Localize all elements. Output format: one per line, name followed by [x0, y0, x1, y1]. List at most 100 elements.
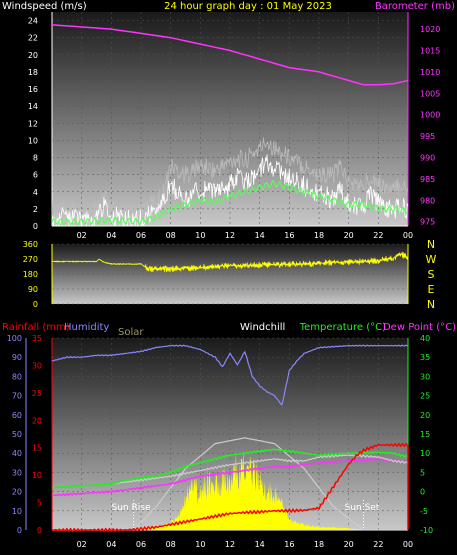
- windspeed-tick: 8: [33, 154, 38, 163]
- windspeed-tick: 10: [28, 136, 38, 145]
- wind-direction-line: [51, 251, 409, 273]
- temperature-tick: 10: [420, 449, 430, 458]
- barometer-tick: 990: [420, 154, 435, 163]
- barometer-tick: 980: [420, 196, 435, 205]
- rainfall-tick: 5: [37, 499, 42, 508]
- x-tick-bottom: 20: [344, 540, 354, 549]
- barometer-tick: 1020: [420, 25, 440, 34]
- x-tick-bottom: 10: [195, 540, 205, 549]
- x-tick-top: 10: [195, 231, 205, 240]
- humidity-tick: 100: [7, 334, 22, 343]
- x-tick-top: 14: [255, 231, 265, 240]
- temperature-tick: 15: [420, 430, 430, 439]
- rainfall-mm-line: [51, 442, 409, 533]
- windspeed-tick: 14: [28, 102, 38, 111]
- humidity-tick: 30: [12, 468, 22, 477]
- x-tick-top: 02: [77, 231, 87, 240]
- compass-label: S: [428, 268, 435, 281]
- humidity-tick: 50: [12, 430, 22, 439]
- x-tick-bottom: 12: [225, 540, 235, 549]
- legend-solar: Solar: [118, 327, 144, 338]
- barometer-tick: 975: [420, 218, 435, 227]
- sun-set-label: Sun Set: [345, 503, 380, 513]
- windspeed-tick: 18: [28, 68, 38, 77]
- rainfall-tick: 20: [32, 416, 42, 425]
- barometer-tick: 1015: [420, 47, 440, 56]
- barometer-tick: 1010: [420, 68, 440, 77]
- compass-label: W: [426, 253, 437, 266]
- x-tick-top: 04: [106, 231, 116, 240]
- dew-point-c-line: [51, 457, 409, 497]
- x-tick-top: 00: [403, 231, 413, 240]
- compass-label: N: [427, 298, 435, 311]
- legend-dewpoint: Dew Point (°C): [383, 322, 456, 333]
- solar-area: [52, 450, 408, 530]
- windspeed-tick: 0: [33, 222, 38, 231]
- x-tick-top: 12: [225, 231, 235, 240]
- x-tick-top: 22: [373, 231, 383, 240]
- x-tick-bottom: 18: [314, 540, 324, 549]
- temperature-tick: 30: [420, 372, 430, 381]
- windspeed-tick: 2: [33, 205, 38, 214]
- x-tick-top: 08: [166, 231, 176, 240]
- chart-title: 24 hour graph day : 01 May 2023: [164, 1, 332, 12]
- sun-rise-label: Sun Rise: [112, 503, 151, 513]
- barometer-tick: 985: [420, 175, 435, 184]
- direction-panel: [52, 244, 408, 304]
- legend-rainfall: Rainfall (mm): [2, 322, 70, 333]
- rainfall-tick: 0: [37, 526, 42, 535]
- windspeed-line: [51, 154, 409, 227]
- windspeed-tick: 16: [28, 85, 38, 94]
- humidity-tick: 70: [12, 392, 22, 401]
- x-tick-top: 18: [314, 231, 324, 240]
- humidity-tick: 20: [12, 488, 22, 497]
- x-tick-bottom: 08: [166, 540, 176, 549]
- temperature-tick: -10: [420, 526, 433, 535]
- direction-tick: 180: [23, 270, 38, 279]
- x-tick-bottom: 04: [106, 540, 116, 549]
- humidity-tick: 80: [12, 372, 22, 381]
- windspeed-tick: 4: [33, 188, 38, 197]
- temperature-c-line: [52, 448, 409, 489]
- humidity-tick: 60: [12, 411, 22, 420]
- rainfall-tick: 10: [32, 471, 42, 480]
- temperature-tick: 40: [420, 334, 430, 343]
- windspeed-tick: 12: [28, 119, 38, 128]
- windspeed-axis-title: Windspeed (m/s): [2, 1, 87, 12]
- barometer-axis-title: Barometer (mb): [375, 1, 455, 12]
- direction-tick: 90: [28, 285, 38, 294]
- temperature-tick: 0: [420, 488, 425, 497]
- rainfall-tick: 15: [32, 444, 42, 453]
- temperature-tick: 20: [420, 411, 430, 420]
- humidity-tick: 90: [12, 353, 22, 362]
- barometer-line: [51, 24, 409, 86]
- humidityline: [51, 344, 409, 406]
- compass-label: N: [427, 238, 435, 251]
- rainfall-tick: 25: [32, 389, 42, 398]
- humidity-tick: 40: [12, 449, 22, 458]
- temperature-tick: 25: [420, 392, 430, 401]
- x-tick-bottom: 06: [136, 540, 146, 549]
- x-tick-top: 16: [284, 231, 294, 240]
- direction-tick: 360: [23, 240, 38, 249]
- x-tick-top: 06: [136, 231, 146, 240]
- direction-tick: 270: [23, 255, 38, 264]
- legend-windchill: Windchill: [240, 322, 285, 333]
- temperature-tick: -5: [420, 507, 428, 516]
- barometer-tick: 1005: [420, 89, 440, 98]
- windspeed-tick: 24: [28, 17, 38, 26]
- rainfall-tick: 30: [32, 361, 42, 370]
- temperature-tick: 35: [420, 353, 430, 362]
- x-tick-bottom: 16: [284, 540, 294, 549]
- barometer-tick: 1000: [420, 111, 440, 120]
- rainfall-tick: 35: [32, 334, 42, 343]
- temperature-tick: 5: [420, 468, 425, 477]
- x-tick-bottom: 02: [77, 540, 87, 549]
- windspeed-tick: 22: [28, 34, 38, 43]
- x-tick-bottom: 14: [255, 540, 265, 549]
- direction-tick: 0: [33, 300, 38, 309]
- wind-gust-line: [51, 137, 409, 222]
- legend-humidity: Humidity: [64, 322, 109, 333]
- humidity-tick: 0: [17, 526, 22, 535]
